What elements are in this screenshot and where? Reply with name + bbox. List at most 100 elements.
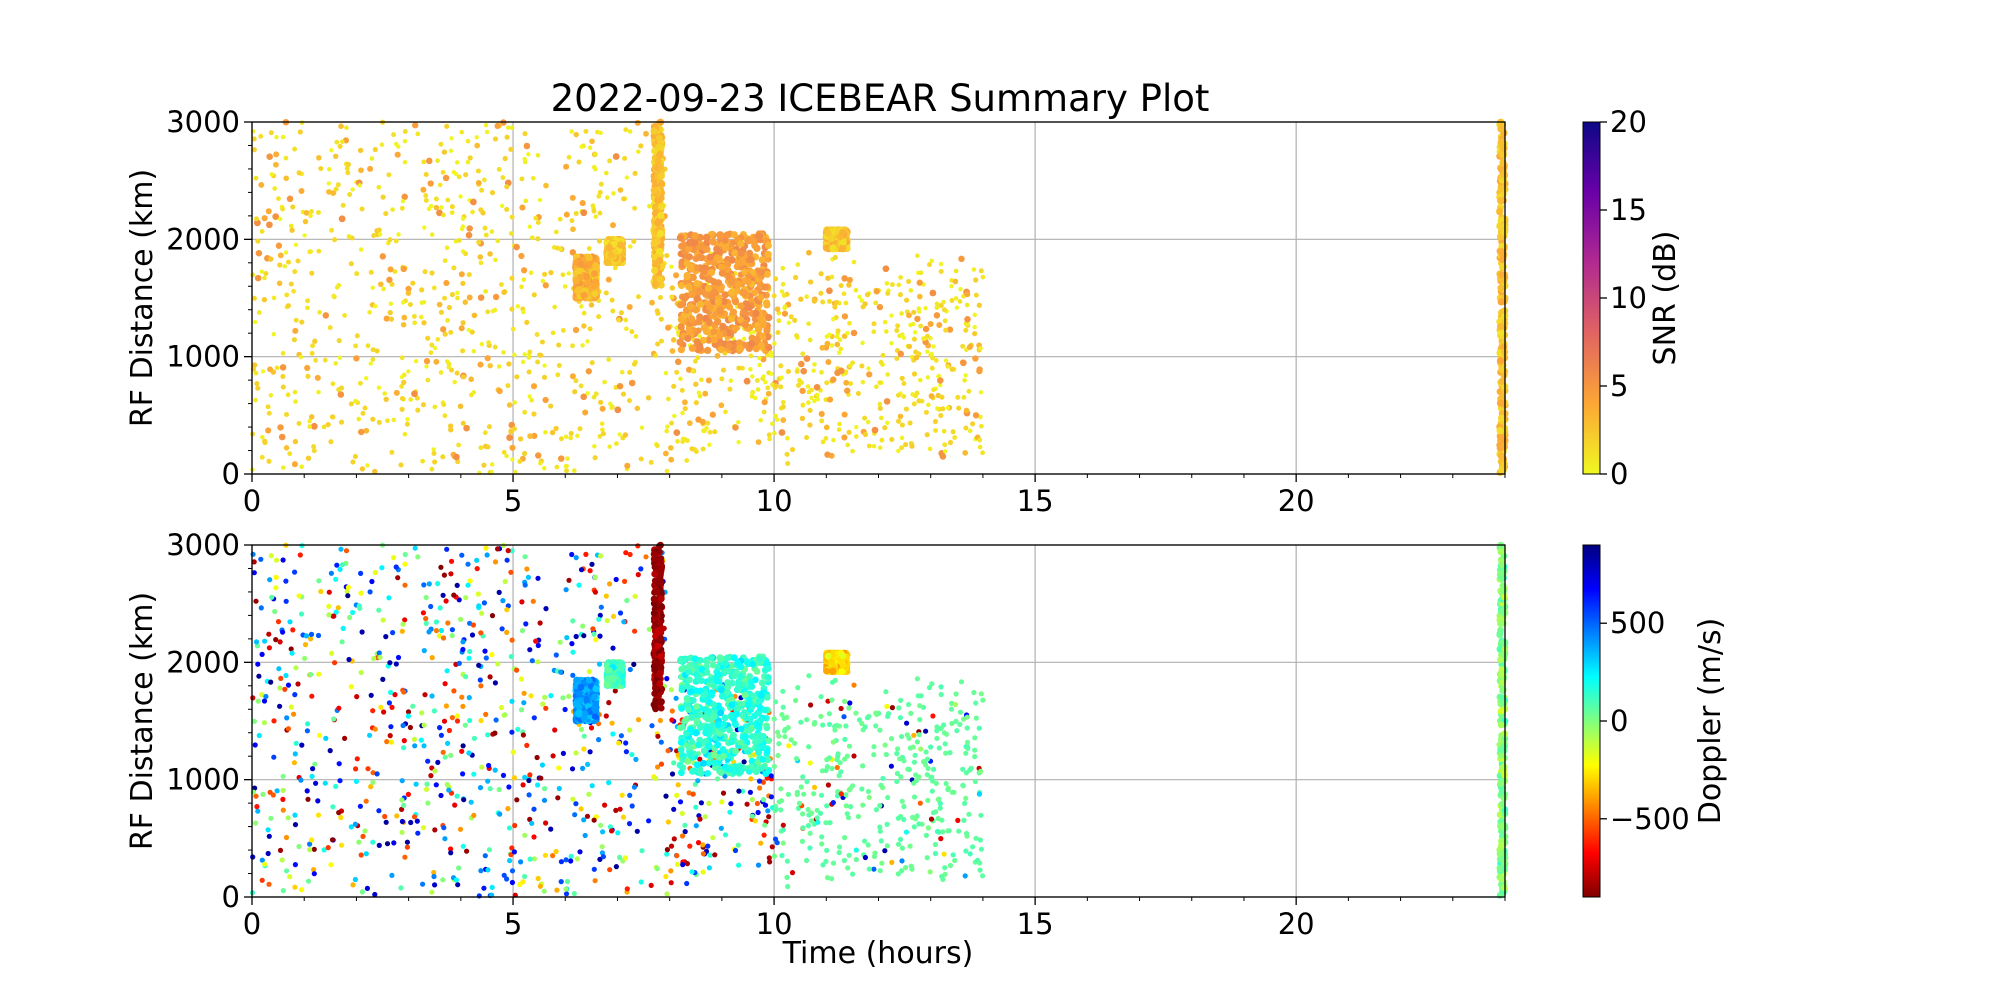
snr-data-point [254,381,260,387]
snr-data-point [443,279,450,287]
snr-data-point [876,303,884,311]
snr-data-point [563,434,569,440]
snr-data-point [841,275,848,282]
snr-data-point [336,338,342,344]
snr-data-point [283,175,290,182]
snr-plot-frame [251,121,1506,475]
snr-data-point [526,369,532,375]
doppler-data-point [354,694,360,700]
snr-data-point [878,359,884,365]
snr-data-point [415,131,421,137]
snr-data-point [943,358,949,363]
snr-data-point [964,291,971,298]
snr-data-point [901,335,907,340]
doppler-data-point [346,656,352,663]
snr-data-point [337,355,343,360]
doppler-data-point [826,711,833,717]
doppler-data-point [553,848,559,855]
doppler-data-point [841,714,847,720]
snr-data-point [647,203,652,209]
doppler-data-point [819,768,826,774]
snr-data-point [585,253,593,262]
snr-data-point [973,277,979,283]
doppler-data-point [568,853,574,860]
doppler-data-point [522,554,528,560]
snr-data-point [857,294,862,300]
snr-data-point [258,181,265,188]
snr-data-point [399,406,405,412]
snr-data-point [438,309,444,315]
snr-data-point [444,245,450,251]
doppler-data-point [879,860,885,866]
snr-data-point [631,238,637,244]
doppler-data-point [972,735,978,741]
snr-data-point [853,287,859,293]
snr-data-point [379,142,385,147]
snr-data-point [847,320,852,326]
snr-data-point [440,169,446,175]
doppler-data-point [433,628,439,634]
doppler-data-point [459,748,465,754]
doppler-data-point [674,853,680,859]
snr-data-point [675,329,681,335]
doppler-data-point [283,598,289,604]
snr-data-point [560,327,566,333]
snr-data-point [353,343,359,349]
doppler-data-point [568,858,574,864]
snr-data-point [800,367,808,375]
doppler-data-point [570,649,576,655]
snr-data-point [432,404,438,410]
doppler-data-point [569,551,575,558]
snr-data-point [250,272,256,278]
snr-data-point [383,315,390,322]
snr-data-point [336,387,342,393]
snr-data-point [809,395,814,401]
snr-data-point [737,302,745,310]
doppler-data-point [462,722,468,728]
snr-data-point [656,275,664,283]
snr-data-point [379,253,387,260]
doppler-data-point [855,813,862,820]
snr-data-point [926,402,931,408]
doppler-data-point [307,847,313,853]
doppler-data-point [398,885,404,891]
snr-data-point [455,290,460,295]
snr-data-point [587,145,593,150]
snr-data-point [916,398,922,404]
snr-data-point [607,158,613,164]
snr-data-point [728,278,736,286]
snr-data-point [524,319,530,326]
doppler-data-point [256,732,262,739]
snr-data-point [845,442,851,448]
doppler-data-point [265,827,271,833]
snr-data-point [596,193,602,199]
snr-data-point [531,432,538,440]
snr-data-point [800,402,806,408]
snr-data-point [680,439,686,444]
doppler-data-point [967,851,973,857]
snr-data-point [460,320,466,326]
doppler-data-point [877,868,883,874]
snr-data-point [695,355,701,361]
doppler-data-point [393,564,399,570]
snr-data-point [897,333,902,339]
doppler-data-point [384,841,391,847]
snr-data-point [391,132,397,138]
snr-data-point [824,380,830,386]
snr-data-point [744,278,752,286]
snr-data-point [261,297,268,303]
snr-data-point [702,390,709,397]
doppler-data-point [929,788,935,794]
snr-data-point [542,282,549,289]
doppler-data-point [896,705,902,711]
doppler-data-point [423,786,430,793]
doppler-data-point [578,726,585,733]
doppler-data-point [866,866,872,872]
snr-data-point [572,326,580,334]
doppler-data-point [372,891,378,898]
snr-data-point [788,314,794,320]
doppler-data-point [410,703,416,709]
snr-data-point [460,224,466,229]
snr-data-point [549,429,556,436]
snr-data-point [254,274,262,282]
